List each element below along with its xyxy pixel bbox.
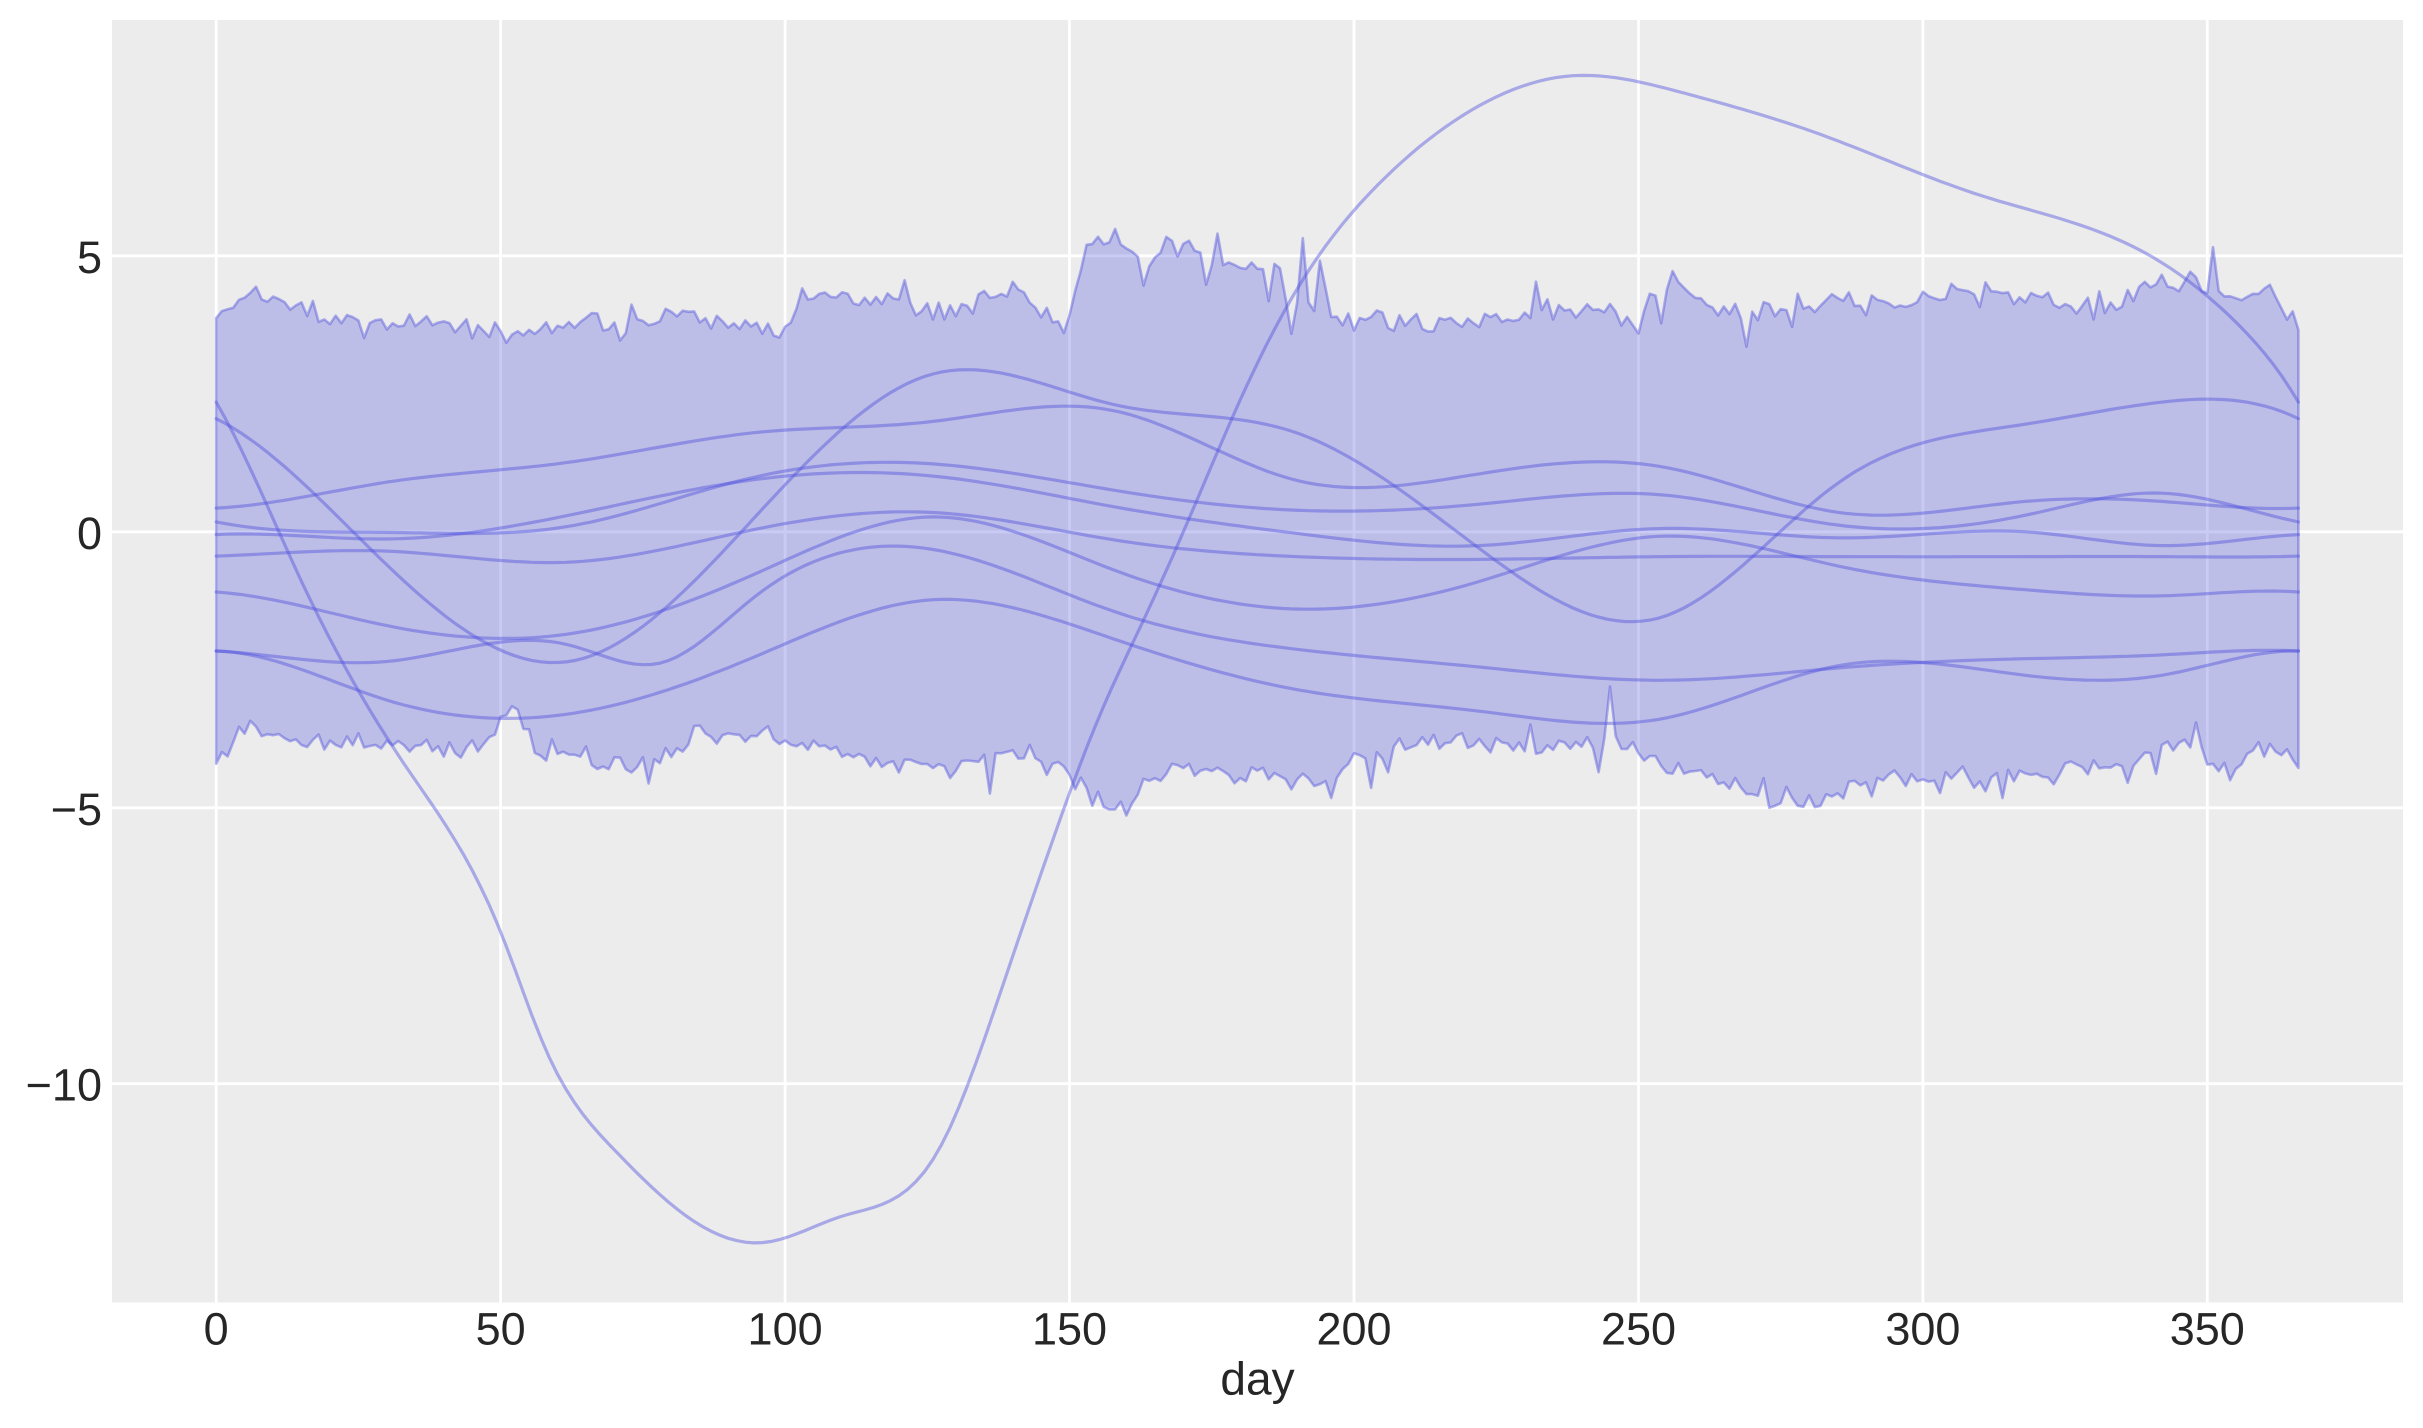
svg-text:5: 5 <box>77 232 102 283</box>
svg-text:day: day <box>1220 1353 1294 1405</box>
svg-text:200: 200 <box>1316 1304 1391 1355</box>
svg-text:−5: −5 <box>51 784 102 835</box>
svg-text:−10: −10 <box>26 1060 102 1111</box>
svg-text:100: 100 <box>748 1304 823 1355</box>
svg-text:250: 250 <box>1601 1304 1676 1355</box>
svg-text:0: 0 <box>204 1304 229 1355</box>
svg-text:50: 50 <box>476 1304 526 1355</box>
svg-text:350: 350 <box>2170 1304 2245 1355</box>
svg-text:150: 150 <box>1032 1304 1107 1355</box>
svg-text:0: 0 <box>77 508 102 559</box>
svg-text:300: 300 <box>1885 1304 1960 1355</box>
